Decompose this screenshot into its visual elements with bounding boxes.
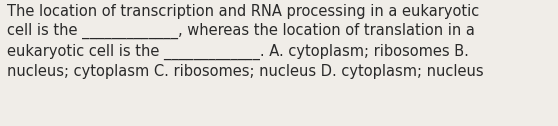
- Text: The location of transcription and RNA processing in a eukaryotic
cell is the ___: The location of transcription and RNA pr…: [7, 4, 484, 79]
